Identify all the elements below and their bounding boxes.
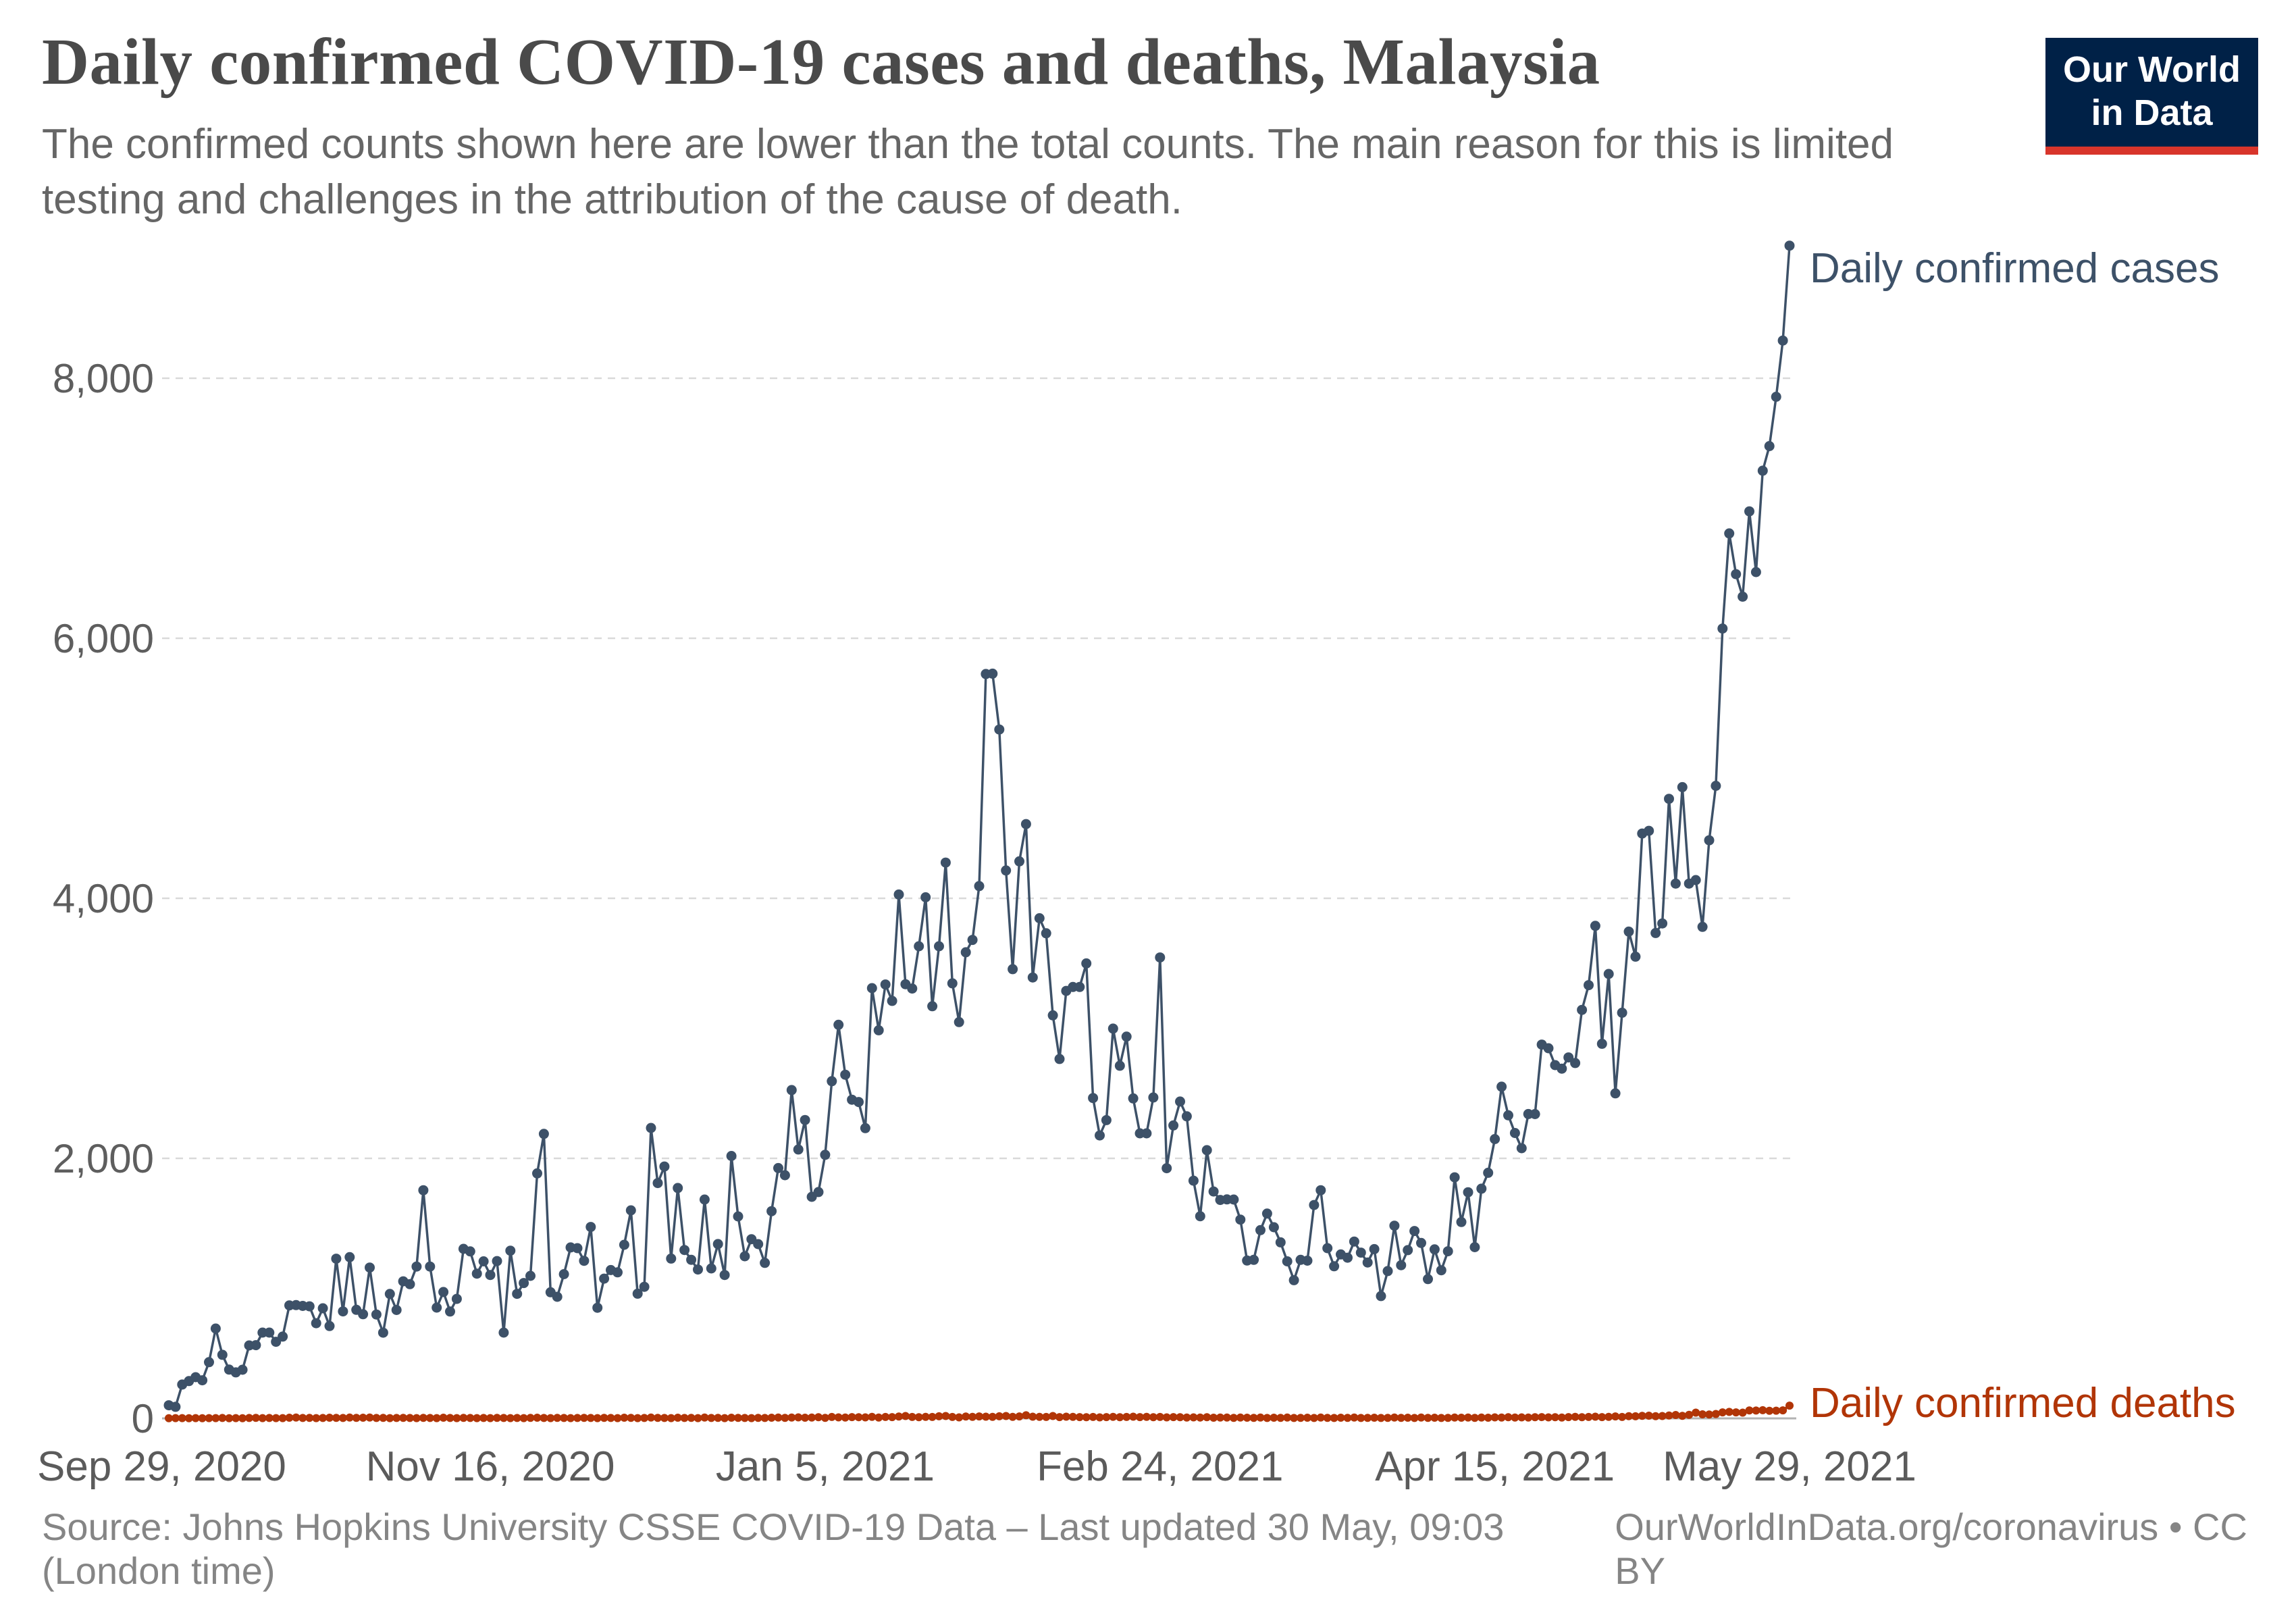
series-points bbox=[165, 1401, 1794, 1422]
x-tick-label: Jan 5, 2021 bbox=[716, 1443, 935, 1490]
chart-subtitle: The confirmed counts shown here are lowe… bbox=[42, 121, 1894, 224]
x-axis-labels: Sep 29, 2020 Nov 16, 2020 Jan 5, 2021 Feb 2… bbox=[37, 1443, 1916, 1490]
chart-title: Daily confirmed COVID-19 cases and death… bbox=[42, 26, 1600, 98]
owid-logo-line1: Our World bbox=[2063, 49, 2241, 90]
chart-header: Daily confirmed COVID-19 cases and death… bbox=[42, 24, 2000, 228]
y-tick-label: 6,000 bbox=[53, 616, 154, 661]
x-tick-label: Apr 15, 2021 bbox=[1375, 1443, 1615, 1490]
series-label-deaths: Daily confirmed deaths bbox=[1810, 1380, 2236, 1426]
series-cases[interactable] bbox=[163, 240, 1795, 1412]
series-points bbox=[163, 240, 1795, 1412]
y-tick-label: 0 bbox=[132, 1396, 154, 1441]
y-axis-labels: 0 2,000 4,000 6,000 8,000 bbox=[53, 356, 154, 1441]
owid-link[interactable]: OurWorldInData.org/coronavirus • CC BY bbox=[1615, 1506, 2247, 1592]
source-note: Source: Johns Hopkins University CSSE CO… bbox=[42, 1506, 1505, 1592]
gridlines bbox=[162, 377, 1796, 1420]
chart-footer: Source: Johns Hopkins University CSSE CO… bbox=[42, 1505, 2254, 1593]
x-tick-label: Sep 29, 2020 bbox=[37, 1443, 286, 1490]
series-label-cases: Daily confirmed cases bbox=[1810, 245, 2220, 292]
y-tick-label: 2,000 bbox=[53, 1136, 154, 1181]
series-deaths[interactable] bbox=[165, 1401, 1794, 1422]
x-tick-label: Feb 24, 2021 bbox=[1037, 1443, 1283, 1490]
owid-logo-line2: in Data bbox=[2091, 92, 2213, 133]
y-tick-label: 4,000 bbox=[53, 876, 154, 921]
x-tick-label: Nov 16, 2020 bbox=[366, 1443, 615, 1490]
y-tick-label: 8,000 bbox=[53, 356, 154, 401]
x-tick-label: May 29, 2021 bbox=[1663, 1443, 1916, 1490]
owid-logo[interactable]: Our World in Data bbox=[2045, 38, 2258, 155]
series-line bbox=[167, 244, 1791, 1408]
